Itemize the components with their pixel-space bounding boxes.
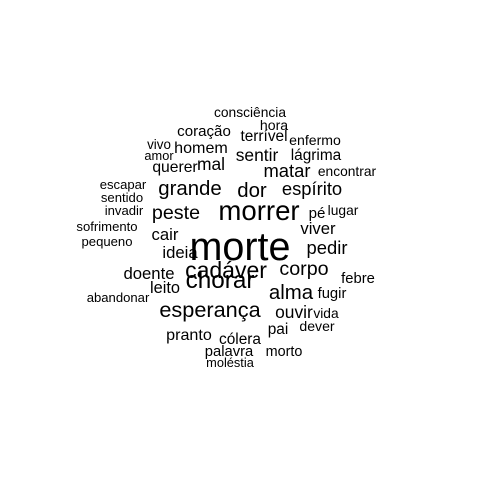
word-13: sentir — [236, 145, 279, 165]
word-20: leito — [150, 279, 180, 297]
word-47: abandonar — [87, 290, 150, 305]
word-37: vida — [313, 306, 339, 321]
word-21: pranto — [166, 326, 212, 344]
word-4: esperança — [159, 297, 261, 322]
word-3: cadáver — [185, 257, 267, 283]
word-23: querer — [152, 159, 197, 176]
word-5: grande — [158, 178, 222, 200]
word-30: palavra — [205, 344, 254, 360]
word-6: dor — [237, 180, 267, 202]
word-18: cair — [152, 225, 179, 244]
word-19: doente — [123, 264, 174, 283]
word-7: alma — [269, 282, 314, 304]
word-0: morte — [190, 225, 291, 269]
word-15: mal — [197, 154, 225, 174]
word-28: coração — [177, 123, 231, 140]
word-32: febre — [341, 271, 375, 287]
word-40: consciência — [214, 105, 286, 120]
word-31: fugir — [318, 286, 347, 302]
word-38: lugar — [328, 203, 359, 218]
word-39: encontrar — [318, 164, 377, 179]
word-22: homem — [174, 139, 228, 157]
word-11: matar — [263, 160, 310, 181]
word-44: invadir — [105, 203, 144, 218]
word-10: espírito — [282, 178, 342, 199]
word-25: cólera — [219, 331, 261, 348]
word-24: lágrima — [291, 147, 342, 164]
word-12: pedir — [307, 237, 348, 258]
word-42: escapar — [100, 177, 147, 192]
word-49: moléstia — [206, 355, 255, 370]
word-29: pé — [309, 205, 326, 222]
word-9: corpo — [279, 258, 328, 280]
word-8: peste — [152, 202, 200, 224]
word-2: chorar — [186, 267, 255, 294]
word-41: vivo — [147, 137, 171, 152]
word-46: pequeno — [82, 234, 133, 249]
word-48: amor — [144, 148, 174, 163]
word-45: sofrimento — [76, 219, 137, 234]
word-17: viver — [300, 219, 336, 238]
word-26: pai — [268, 321, 289, 338]
word-34: dever — [299, 318, 335, 334]
word-14: ouvir — [275, 302, 313, 322]
word-43: sentido — [101, 190, 143, 205]
word-1: morrer — [218, 195, 299, 226]
word-16: ideia — [162, 243, 198, 262]
word-27: terrível — [240, 128, 287, 145]
word-36: hora — [260, 117, 288, 133]
word-35: enfermo — [289, 132, 341, 148]
word-33: morto — [266, 344, 303, 360]
